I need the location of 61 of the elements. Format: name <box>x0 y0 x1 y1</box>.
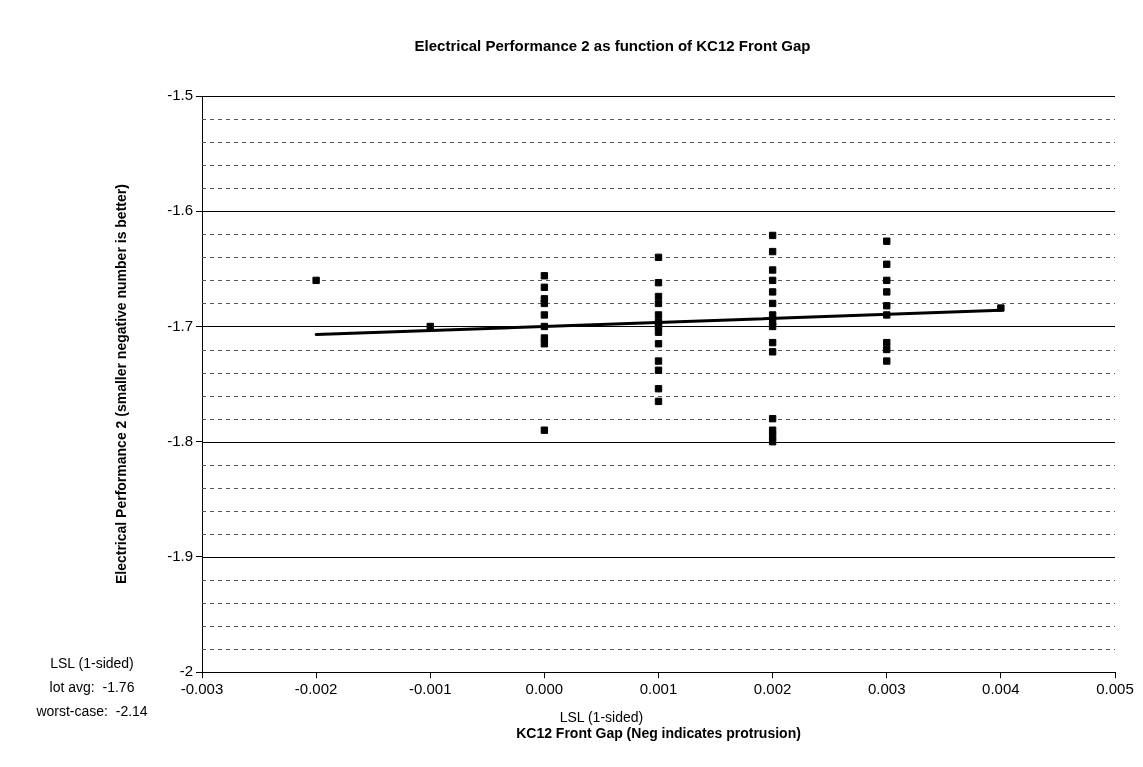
point <box>654 253 663 262</box>
point <box>654 340 663 348</box>
point <box>540 322 549 331</box>
point <box>768 299 777 308</box>
y-axis-title: Electrical Performance 2 (smaller negative number is better) <box>113 184 130 585</box>
y-tick-label: -1.7 <box>167 316 193 334</box>
text: LSL (1-sided) lot avg: -1.76 worst-case: -2.14 <box>35 655 148 720</box>
point <box>540 272 549 280</box>
point <box>768 414 777 423</box>
y-tick-label: -2 <box>179 662 193 680</box>
x-tick-label: 0.005 <box>1096 680 1134 698</box>
point <box>654 366 663 374</box>
point <box>654 357 663 365</box>
y-tick-label: -1.8 <box>167 431 193 449</box>
point <box>883 288 891 296</box>
point <box>654 385 663 393</box>
point <box>654 328 663 336</box>
x-tick-label: 0.000 <box>525 680 564 698</box>
point <box>883 311 891 319</box>
y-tick-label: -1.9 <box>167 547 193 565</box>
point <box>768 432 777 440</box>
point <box>883 276 891 285</box>
point <box>768 276 777 285</box>
point <box>540 340 549 348</box>
point <box>768 247 777 256</box>
point <box>997 304 1005 312</box>
point <box>654 292 663 301</box>
x-tick-label: -0.002 <box>294 680 338 698</box>
point <box>768 266 777 274</box>
x-tick-label: -0.003 <box>180 680 224 698</box>
point <box>768 338 777 347</box>
point <box>883 237 891 245</box>
x-axis-title: KC12 Front Gap (Neg indicates protrusion) <box>516 725 801 742</box>
point <box>540 299 549 308</box>
point <box>883 338 891 347</box>
point <box>768 288 777 296</box>
point <box>883 357 891 365</box>
point <box>654 299 663 308</box>
point <box>540 283 549 291</box>
point <box>654 311 663 319</box>
point <box>768 348 777 356</box>
point <box>883 345 891 354</box>
point <box>426 322 434 331</box>
text: LSL (1-sided) <box>559 709 644 726</box>
chart-title: Electrical Performance 2 as function of KC12 Front Gap <box>414 37 811 55</box>
y-tick-label: -1.6 <box>167 201 193 219</box>
point <box>540 311 549 319</box>
y-tick-label: -1.5 <box>167 86 193 104</box>
point <box>540 426 549 434</box>
x-tick-label: -0.001 <box>408 680 452 698</box>
x-tick-label: 0.003 <box>867 680 906 698</box>
point <box>883 260 891 268</box>
point <box>654 397 663 406</box>
point <box>768 322 777 331</box>
x-tick-label: 0.004 <box>982 680 1020 698</box>
x-tick-label: 0.002 <box>753 680 792 698</box>
point <box>883 302 891 310</box>
point <box>768 231 777 240</box>
x-tick-label: 0.001 <box>639 680 678 698</box>
point <box>312 276 320 285</box>
point <box>654 279 663 287</box>
